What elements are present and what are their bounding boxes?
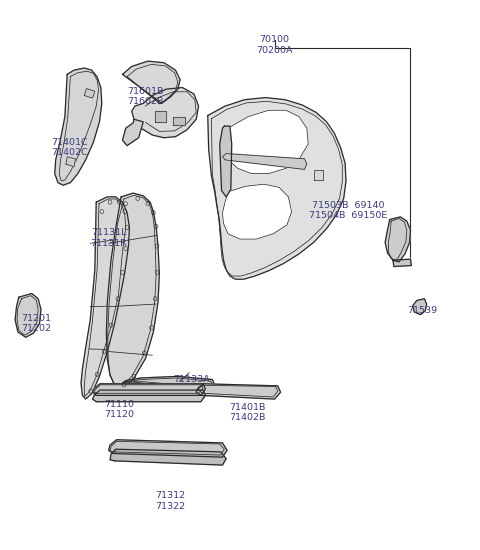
Polygon shape [122, 61, 180, 103]
Text: 70100
70200A: 70100 70200A [256, 35, 293, 54]
Text: 71503B  69140
71504B  69150E: 71503B 69140 71504B 69150E [309, 201, 387, 221]
Text: 71539: 71539 [407, 306, 437, 315]
Polygon shape [120, 376, 215, 390]
Text: 71601B
71602B: 71601B 71602B [127, 87, 164, 106]
Polygon shape [314, 170, 323, 180]
Polygon shape [66, 157, 75, 167]
Polygon shape [110, 449, 226, 465]
Polygon shape [132, 87, 199, 138]
Polygon shape [196, 384, 280, 399]
Text: 71110
71120: 71110 71120 [104, 400, 134, 419]
Text: 71131L
71131R: 71131L 71131R [90, 228, 127, 248]
Polygon shape [155, 111, 166, 122]
Polygon shape [55, 68, 102, 185]
Text: 71312
71322: 71312 71322 [155, 491, 185, 511]
Polygon shape [208, 97, 346, 279]
Polygon shape [93, 390, 205, 402]
Polygon shape [223, 184, 292, 239]
Polygon shape [93, 384, 205, 395]
Text: 71201
71202: 71201 71202 [21, 314, 51, 333]
Text: 71401C
71402C: 71401C 71402C [51, 138, 88, 157]
Polygon shape [220, 126, 232, 197]
Polygon shape [107, 193, 159, 388]
Polygon shape [385, 217, 410, 262]
Polygon shape [108, 440, 227, 457]
Polygon shape [122, 119, 143, 146]
Polygon shape [84, 89, 95, 98]
Polygon shape [173, 117, 185, 124]
Text: 71133A: 71133A [173, 375, 210, 384]
Polygon shape [223, 153, 307, 169]
Polygon shape [81, 197, 130, 399]
Text: 71401B
71402B: 71401B 71402B [229, 403, 265, 422]
Polygon shape [393, 259, 411, 267]
Polygon shape [413, 299, 427, 315]
Polygon shape [224, 110, 308, 174]
Polygon shape [15, 294, 41, 337]
